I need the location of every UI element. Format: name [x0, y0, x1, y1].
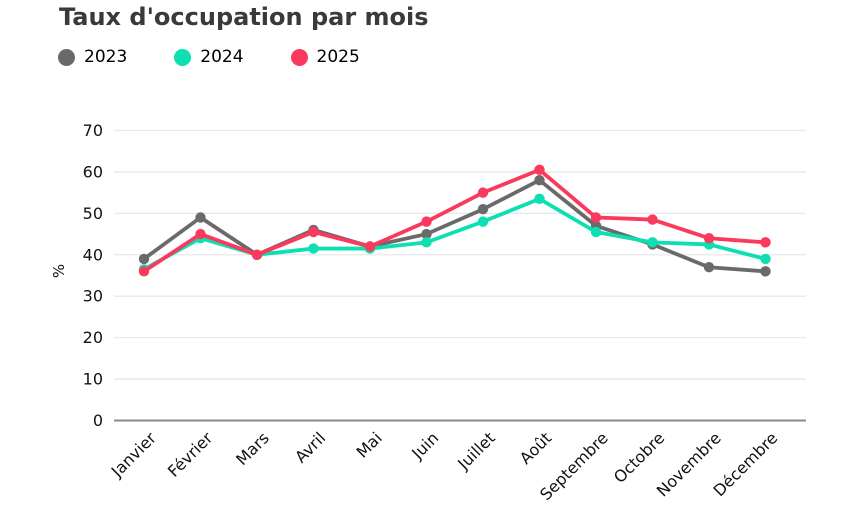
- y-tick-label: 10: [83, 370, 103, 389]
- y-tick-label: 30: [83, 287, 103, 306]
- y-tick-label: 0: [93, 411, 103, 430]
- x-tick-label: Juillet: [453, 428, 498, 473]
- legend-item-2024: 2024: [174, 47, 244, 67]
- y-tick-label: 60: [83, 162, 103, 181]
- legend-item-2025: 2025: [290, 47, 360, 67]
- series-line-2024: [142, 196, 768, 272]
- data-point-2023-Novembre: [703, 262, 715, 273]
- series-line-2023: [142, 178, 768, 274]
- data-point-2025-Mai: [364, 241, 376, 252]
- chart-legend: 2023 2024 2025: [58, 49, 360, 66]
- x-tick-label: Août: [516, 428, 556, 468]
- data-point-2025-Novembre: [703, 233, 715, 244]
- data-point-2024-Octobre: [647, 237, 658, 248]
- y-tick-label: 70: [83, 121, 103, 140]
- legend-item-2023: 2023: [58, 49, 127, 66]
- legend-marker-2024-icon: [174, 49, 192, 66]
- data-point-2025-Août: [534, 164, 545, 176]
- data-point-2025-Juin: [421, 216, 432, 227]
- x-tick-label: Octobre: [610, 428, 668, 486]
- data-point-2024-Juin: [421, 237, 432, 248]
- data-point-2025-Janvier: [138, 266, 150, 277]
- data-point-2025-Juillet: [477, 187, 489, 198]
- legend-label-2025: 2025: [316, 47, 360, 67]
- y-tick-label: 40: [83, 245, 103, 264]
- series-line-2025: [142, 167, 768, 274]
- data-point-2023-Février: [195, 212, 206, 223]
- x-tick-label: Mars: [232, 428, 273, 469]
- data-point-2024-Avril: [308, 243, 319, 254]
- y-tick-label: 50: [83, 204, 103, 223]
- data-point-2025-Décembre: [760, 237, 771, 248]
- y-tick-label: 20: [83, 328, 103, 347]
- data-point-2025-Avril: [308, 226, 319, 238]
- x-tick-label: Avril: [291, 428, 329, 466]
- legend-label-2024: 2024: [200, 47, 244, 67]
- data-point-2023-Janvier: [138, 253, 150, 265]
- data-point-2025-Octobre: [647, 214, 658, 225]
- x-tick-label: Janvier: [107, 428, 160, 481]
- data-point-2023-Août: [534, 175, 545, 186]
- x-tick-label: Juin: [407, 428, 442, 463]
- data-point-2024-Décembre: [760, 253, 771, 265]
- data-point-2024-Septembre: [590, 226, 602, 238]
- data-point-2025-Septembre: [590, 212, 602, 223]
- data-point-2024-Août: [534, 193, 545, 205]
- legend-label-2023: 2023: [84, 47, 128, 67]
- legend-marker-2025-icon: [290, 49, 308, 66]
- data-point-2025-Février: [195, 228, 206, 240]
- x-tick-label: Février: [164, 428, 217, 481]
- data-point-2025-Mars: [251, 249, 263, 260]
- data-point-2023-Juin: [421, 228, 432, 240]
- data-point-2024-Juillet: [477, 216, 489, 227]
- data-point-2023-Décembre: [760, 266, 771, 277]
- data-point-2023-Juillet: [477, 204, 489, 215]
- legend-marker-2023-icon: [58, 49, 75, 66]
- y-axis-label: %: [50, 264, 68, 278]
- chart-title: Taux d'occupation par mois: [59, 3, 429, 31]
- x-tick-label: Mai: [353, 428, 386, 461]
